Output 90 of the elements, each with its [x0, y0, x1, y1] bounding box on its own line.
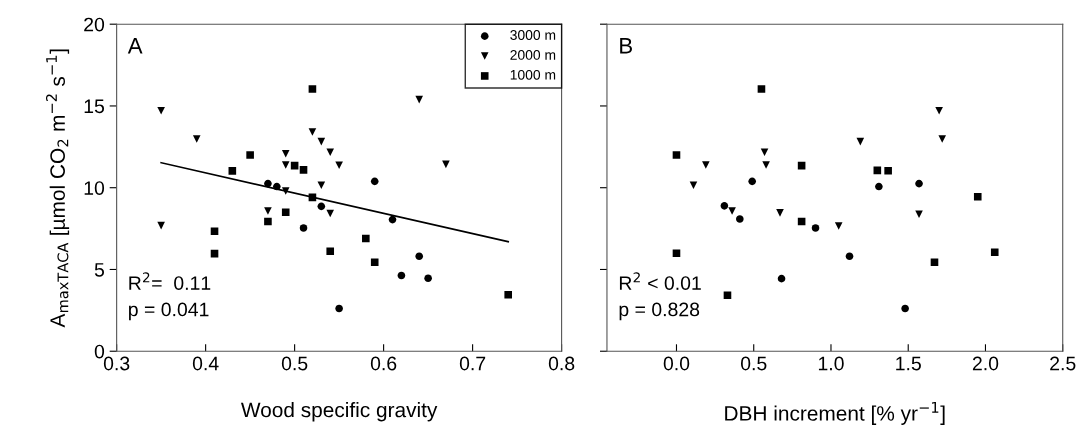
point	[157, 221, 165, 230]
point	[757, 85, 766, 93]
point	[281, 161, 290, 169]
point	[777, 274, 786, 283]
point	[397, 271, 406, 280]
point	[875, 182, 883, 191]
annotation: A	[127, 38, 143, 54]
point	[973, 192, 982, 201]
point	[299, 224, 308, 232]
point	[762, 161, 770, 169]
x-axis-title: DBH increment [% yr$^{−1}$]	[725, 402, 945, 425]
point	[308, 85, 317, 93]
point	[228, 167, 237, 175]
y-tick-label: 20	[84, 17, 105, 32]
point	[281, 149, 290, 158]
point	[760, 148, 769, 157]
point	[672, 151, 681, 159]
point	[990, 248, 999, 257]
point	[915, 179, 923, 188]
point	[308, 128, 317, 136]
point	[326, 247, 335, 256]
point	[720, 202, 729, 210]
y-tick-label: 5	[94, 263, 105, 277]
point	[415, 252, 424, 261]
point	[672, 249, 681, 258]
annotation: p = 0.041	[129, 302, 209, 321]
annotation: R$^{2}$= 0.11	[129, 272, 211, 291]
point	[326, 209, 335, 218]
point	[811, 224, 820, 232]
x-tick-label: 0.0	[663, 356, 690, 371]
point	[702, 161, 710, 169]
point	[317, 181, 326, 190]
y-tick-label: 0	[94, 344, 105, 359]
x-tick-label: 0.7	[459, 356, 486, 371]
point	[856, 137, 865, 146]
point	[728, 207, 736, 215]
point	[264, 207, 272, 215]
point	[192, 135, 201, 143]
point	[938, 135, 947, 143]
point	[748, 177, 756, 186]
x-tick-label: 2.0	[972, 356, 999, 371]
x-tick-label: 0.5	[281, 356, 308, 371]
x-axis-title: Wood specific gravity	[240, 402, 438, 422]
point	[736, 215, 744, 223]
point	[834, 222, 843, 230]
x-tick-label: 0.3	[103, 356, 130, 371]
point	[273, 182, 281, 191]
legend-label: 3000 m	[510, 30, 556, 40]
point	[362, 234, 370, 243]
point	[504, 291, 513, 299]
y-tick-label: 15	[84, 99, 105, 114]
x-tick-label: 0.4	[192, 356, 219, 371]
x-tick-label: 2.5	[1050, 356, 1076, 371]
x-tick-label: 0.8	[548, 356, 575, 371]
y-tick-label: 10	[84, 181, 105, 195]
point	[776, 209, 784, 217]
point	[884, 166, 892, 175]
point	[930, 258, 939, 267]
point	[281, 187, 290, 195]
point	[370, 258, 379, 267]
point	[901, 304, 909, 313]
point	[689, 181, 698, 190]
point	[281, 208, 290, 217]
annotation: R$^{2}$ < 0.01	[619, 272, 701, 291]
point	[264, 217, 272, 226]
x-tick-label: 0.5	[740, 356, 767, 371]
legend-label: 1000 m	[510, 69, 556, 80]
x-tick-label: 1.0	[818, 356, 844, 371]
text: A$_{maxTACA}$ [µmol CO$_{2}$ m$^{−2}$ s$^{−1}$]	[45, 49, 70, 328]
x-tick-label: 0.6	[370, 356, 397, 371]
point	[415, 95, 424, 104]
point	[246, 151, 254, 159]
point	[424, 274, 432, 283]
point	[326, 148, 335, 157]
annotation: B	[620, 38, 632, 54]
annotation: p = 0.828	[619, 302, 700, 321]
point	[845, 252, 854, 261]
point	[335, 304, 343, 313]
point	[317, 202, 326, 211]
point	[388, 215, 397, 224]
point	[264, 179, 272, 188]
point	[157, 106, 165, 115]
point	[370, 177, 379, 186]
point	[317, 137, 326, 146]
point	[210, 227, 219, 236]
point	[915, 210, 923, 219]
point	[299, 166, 308, 174]
point	[935, 106, 943, 115]
legend-label: 2000 m	[510, 50, 556, 60]
x-tick-label: 1.5	[896, 356, 921, 371]
